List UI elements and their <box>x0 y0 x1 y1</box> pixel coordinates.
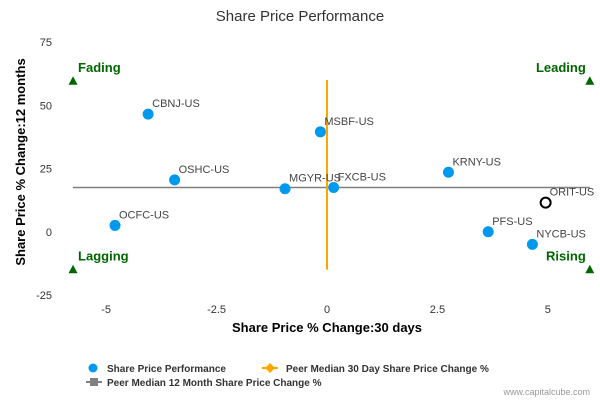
y-tick-label-25: -25 <box>36 290 52 302</box>
quadrant-label-fading: Fading <box>78 60 121 75</box>
x-tick-label-5: 5 <box>545 304 551 316</box>
x-tick-label-0: 0 <box>324 304 330 316</box>
legend-label-peer-median-30d: Peer Median 30 Day Share Price Change % <box>286 364 489 375</box>
legend-marker-blue-dot <box>88 363 98 373</box>
quadrant-label-leading: Leading <box>536 60 586 75</box>
data-label-oshc-us: OSHC-US <box>179 164 230 176</box>
plot-area: -5 -2.5 0 2.5 5 -25 0 25 50 75 Fading Leading Laggin… <box>36 37 595 316</box>
chart-title: Share Price Performance <box>216 8 384 25</box>
highlight-point-orit-us[interactable] <box>539 196 552 209</box>
x-tick-label-5: -5 <box>101 304 111 316</box>
legend-marker-gray-square <box>90 378 98 386</box>
data-label-krny-us: KRNY-US <box>452 156 501 168</box>
y-tick-label-25: 25 <box>40 164 52 176</box>
data-label-mgyr-us: MGYR-US <box>289 173 341 185</box>
y-tick-label-50: 50 <box>40 100 52 112</box>
y-axis-title: Share Price % Change:12 months <box>13 58 28 265</box>
data-label-pfs-us: PFS-US <box>492 216 532 228</box>
x-tick-label-2-5: 2.5 <box>430 304 445 316</box>
quadrant-marker-fading-icon <box>68 76 78 85</box>
x-tick-label-2-5: -2.5 <box>207 304 226 316</box>
y-tick-label-0: 0 <box>46 227 52 239</box>
legend-item-peer-median-30d[interactable]: Peer Median 30 Day Share Price Change % <box>262 363 489 375</box>
legend: Share Price Performance Peer Median 30 D… <box>86 363 489 389</box>
data-point-mgyr-us[interactable] <box>279 183 291 195</box>
legend-label-peer-median-12m: Peer Median 12 Month Share Price Change … <box>107 378 322 389</box>
highlight-label-orit-us: ORIT-US <box>550 187 595 199</box>
legend-item-share-price[interactable]: Share Price Performance <box>88 363 227 376</box>
data-point-fxcb-us[interactable] <box>328 181 340 193</box>
data-point-cbnj-us[interactable] <box>142 108 154 120</box>
data-label-cbnj-us: CBNJ-US <box>152 98 200 110</box>
data-label-msbf-us: MSBF-US <box>324 116 374 128</box>
quadrant-label-lagging: Lagging <box>78 249 129 264</box>
data-label-nycb-us: NYCB-US <box>536 228 586 240</box>
data-point-ocfc-us[interactable] <box>109 219 121 231</box>
x-axis-title: Share Price % Change:30 days <box>232 320 422 335</box>
data-label-fxcb-us: FXCB-US <box>338 171 386 183</box>
data-point-oshc-us[interactable] <box>169 174 181 186</box>
quadrant-marker-rising-icon <box>585 264 595 274</box>
data-point-krny-us[interactable] <box>442 166 454 178</box>
quadrant-marker-lagging-icon <box>68 264 78 274</box>
legend-marker-orange-diamond <box>265 363 275 373</box>
data-point-msbf-us[interactable] <box>314 126 326 138</box>
data-point-nycb-us[interactable] <box>526 238 538 250</box>
y-tick-label-75: 75 <box>40 37 52 49</box>
data-label-ocfc-us: OCFC-US <box>119 209 169 221</box>
quadrant-marker-leading-icon <box>585 76 595 85</box>
quadrant-label-rising: Rising <box>546 249 586 264</box>
credit-text: www.capitalcube.com <box>502 387 590 397</box>
legend-item-peer-median-12m[interactable]: Peer Median 12 Month Share Price Change … <box>86 378 322 389</box>
legend-label-share-price: Share Price Performance <box>107 364 226 375</box>
data-point-pfs-us[interactable] <box>482 226 494 238</box>
